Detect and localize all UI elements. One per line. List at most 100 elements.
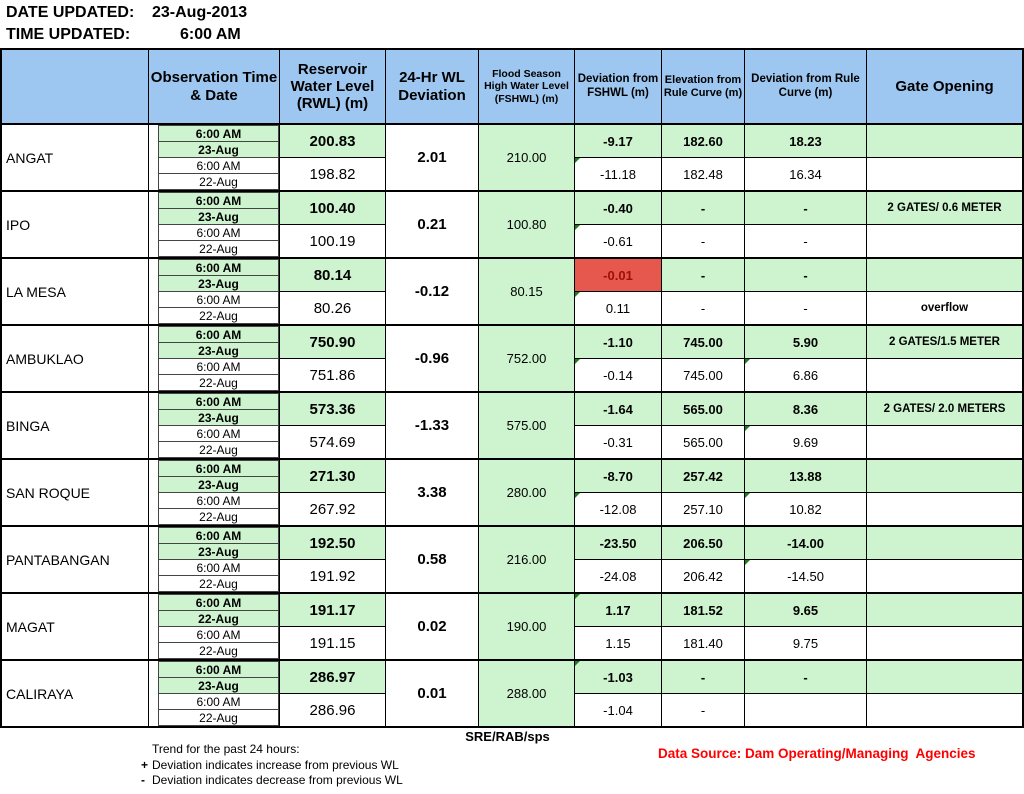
minus-icon: - [141,773,145,787]
dev-fshwl-current-cell: -1.03 [575,661,661,693]
obs-date-previous: 22-Aug [159,241,278,256]
dev-rule-current-cell: - [745,192,866,224]
dam-status-table: Observation Time & Date Reservoir Water … [0,48,1024,728]
rwl-current-cell: 573.36 [280,393,385,425]
deviation-fshwl-cells: -9.17 -11.18 [575,125,661,190]
dev-fshwl-current-cell: -1.10 [575,326,661,358]
obs-time-previous: 6:00 AM [159,359,278,374]
gate-opening-previous-cell [867,426,1022,458]
wl-deviation-cell: 0.01 [386,661,478,726]
gate-opening-previous-cell [867,158,1022,190]
gate-opening-cells [867,661,1022,726]
dam-name: CALIRAYA [2,661,148,726]
obs-date-previous: 22-Aug [159,375,278,390]
data-source-note: Data Source: Dam Operating/Managing Agen… [658,746,976,761]
time-updated-line: TIME UPDATED: 6:00 AM [6,26,241,44]
dam-name: IPO [2,192,148,257]
column-header-deviation-fshwl: Deviation from FSHWL (m) [575,50,661,123]
trend-legend-increase: + Deviation indicates increase from previ… [141,758,403,774]
wl-deviation-cell: -0.12 [386,259,478,324]
observation-cell: 6:00 AM 22-Aug 6:00 AM 22-Aug [149,594,279,659]
table-row: BINGA 6:00 AM 23-Aug 6:00 AM 22-Aug 573.… [2,393,1022,458]
dev-fshwl-previous-cell: -24.08 [575,560,661,592]
rwl-previous-cell: 191.92 [280,560,385,592]
observation-cell: 6:00 AM 23-Aug 6:00 AM 22-Aug [149,460,279,525]
comment-marker-icon [575,292,580,297]
deviation-rule-cells: 13.88 10.82 [745,460,866,525]
gate-opening-current-cell [867,661,1022,693]
deviation-rule-cells: 18.23 16.34 [745,125,866,190]
rwl-cells: 191.17 191.15 [280,594,385,659]
table-row: PANTABANGAN 6:00 AM 23-Aug 6:00 AM 22-Au… [2,527,1022,592]
plus-icon: + [141,757,149,772]
dev-fshwl-current-cell: -1.64 [575,393,661,425]
dev-fshwl-previous-cell: -12.08 [575,493,661,525]
column-header-rwl: Reservoir Water Level (RWL) (m) [280,50,385,123]
rwl-previous-cell: 198.82 [280,158,385,190]
deviation-rule-cells: - - [745,192,866,257]
observation-cell: 6:00 AM 23-Aug 6:00 AM 22-Aug [149,661,279,726]
rwl-previous-cell: 751.86 [280,359,385,391]
comment-marker-icon [575,493,580,498]
rwl-current-cell: 80.14 [280,259,385,291]
gate-opening-previous-cell [867,560,1022,592]
dev-rule-previous-cell: - [745,292,866,324]
trend-legend-decrease: - Deviation indicates decrease from previ… [141,773,403,789]
dev-fshwl-current-cell: -9.17 [575,125,661,157]
dev-rule-previous-cell: - [745,225,866,257]
column-header-elevation-rule-curve: Elevation from Rule Curve (m) [662,50,744,123]
observation-cell: 6:00 AM 23-Aug 6:00 AM 22-Aug [149,192,279,257]
rwl-cells: 271.30 267.92 [280,460,385,525]
time-updated-value: 6:00 AM [180,26,241,43]
dev-fshwl-current-cell: -0.01 [575,259,661,291]
fshwl-cell: 575.00 [479,393,574,458]
column-header-24hr-deviation: 24-Hr WL Deviation [386,50,478,123]
gate-opening-previous-cell [867,627,1022,659]
dev-rule-current-cell: 13.88 [745,460,866,492]
table-row: IPO 6:00 AM 23-Aug 6:00 AM 22-Aug 100.40… [2,192,1022,257]
comment-marker-icon [575,594,580,599]
fshwl-cell: 210.00 [479,125,574,190]
gate-opening-current-cell: 2 GATES/ 0.6 METER [867,192,1022,224]
gate-opening-cells: overflow [867,259,1022,324]
wl-deviation-cell: 3.38 [386,460,478,525]
trend-decrease-text: Deviation indicates decrease from previo… [152,773,403,787]
elev-rule-previous-cell: 206.42 [662,560,744,592]
elev-rule-current-cell: 257.42 [662,460,744,492]
obs-time-current: 6:00 AM [159,394,278,409]
wl-deviation-cell: 2.01 [386,125,478,190]
gate-opening-current-cell [867,125,1022,157]
deviation-fshwl-cells: 1.17 1.15 [575,594,661,659]
dev-rule-current-cell: - [745,661,866,693]
elevation-rule-cells: 565.00 565.00 [662,393,744,458]
gate-opening-previous-cell: overflow [867,292,1022,324]
elevation-rule-cells: 745.00 745.00 [662,326,744,391]
rwl-cells: 286.97 286.96 [280,661,385,726]
rwl-cells: 100.40 100.19 [280,192,385,257]
obs-time-previous: 6:00 AM [159,627,278,642]
gate-opening-cells: 2 GATES/ 2.0 METERS [867,393,1022,458]
elevation-rule-cells: 182.60 182.48 [662,125,744,190]
obs-date-previous: 22-Aug [159,576,278,591]
dam-name: LA MESA [2,259,148,324]
deviation-fshwl-cells: -0.40 -0.61 [575,192,661,257]
fshwl-cell: 216.00 [479,527,574,592]
elev-rule-previous-cell: 181.40 [662,627,744,659]
obs-time-current: 6:00 AM [159,126,278,141]
obs-time-current: 6:00 AM [159,662,278,677]
elevation-rule-cells: 257.42 257.10 [662,460,744,525]
column-header-deviation-rule-curve: Deviation from Rule Curve (m) [745,50,866,123]
fshwl-cell: 280.00 [479,460,574,525]
elev-rule-current-cell: - [662,259,744,291]
rwl-cells: 573.36 574.69 [280,393,385,458]
rwl-current-cell: 286.97 [280,661,385,693]
wl-deviation-cell: -0.96 [386,326,478,391]
dev-rule-current-cell: 5.90 [745,326,866,358]
dam-name: AMBUKLAO [2,326,148,391]
comment-marker-icon [575,661,580,666]
gate-opening-current-cell [867,527,1022,559]
comment-marker-icon [575,359,580,364]
dev-rule-previous-cell [745,694,866,726]
gate-opening-current-cell [867,594,1022,626]
elev-rule-previous-cell: 745.00 [662,359,744,391]
